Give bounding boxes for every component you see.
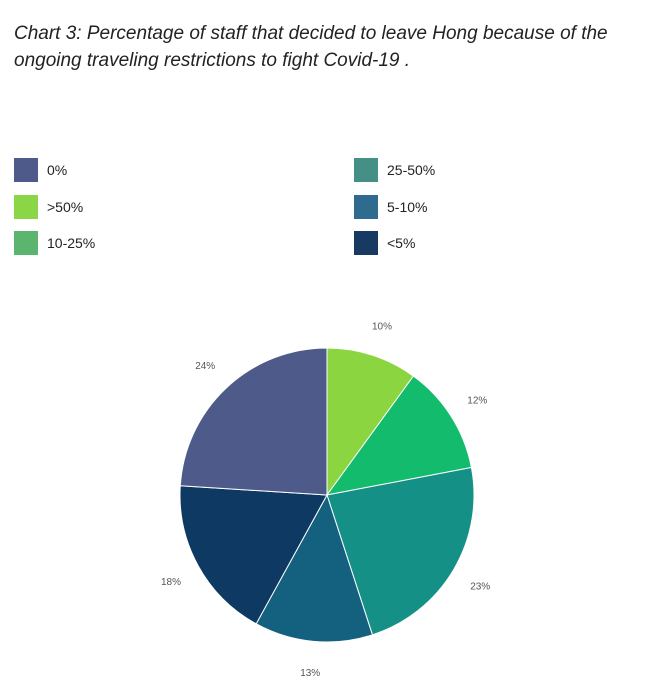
legend-swatch <box>354 158 378 182</box>
pie-slice-1 <box>325 375 472 496</box>
legend-swatch <box>354 231 378 255</box>
legend-item-under-5-percent: <5% <box>354 231 415 255</box>
legend-label: 5-10% <box>387 199 428 215</box>
legend-item-5-10-percent: 5-10% <box>354 195 427 219</box>
legend-swatch <box>14 195 38 219</box>
pie-data-label-5: 24% <box>195 361 215 372</box>
legend-label: <5% <box>387 235 416 251</box>
pie-slice-0 <box>326 347 415 497</box>
legend-item-0-percent: 0% <box>14 158 67 182</box>
pie-data-label-3: 13% <box>300 668 320 679</box>
pie-slice-5 <box>179 347 328 496</box>
chart-title: Chart 3: Percentage of staff that decide… <box>14 23 608 71</box>
legend-label: >50% <box>47 199 84 215</box>
legend-swatch <box>14 158 38 182</box>
legend-swatch <box>14 231 38 255</box>
legend-label: 10-25% <box>47 235 96 251</box>
legend-item-10-25-percent: 10-25% <box>14 231 95 255</box>
pie-data-label-2: 23% <box>470 582 490 593</box>
pie-data-label-4: 18% <box>161 577 181 588</box>
pie-data-label-0: 10% <box>372 322 392 333</box>
pie-slice-4 <box>179 485 328 625</box>
pie-data-label-1: 12% <box>467 396 487 407</box>
legend-item-25-50-percent: 25-50% <box>354 158 435 182</box>
legend-label: 0% <box>47 162 68 178</box>
legend-swatch <box>354 195 378 219</box>
pie-slice-2 <box>326 466 475 636</box>
legend-label: 25-50% <box>387 162 436 178</box>
legend-item-over-50-percent: >50% <box>14 195 83 219</box>
pie-slice-3 <box>255 493 374 643</box>
